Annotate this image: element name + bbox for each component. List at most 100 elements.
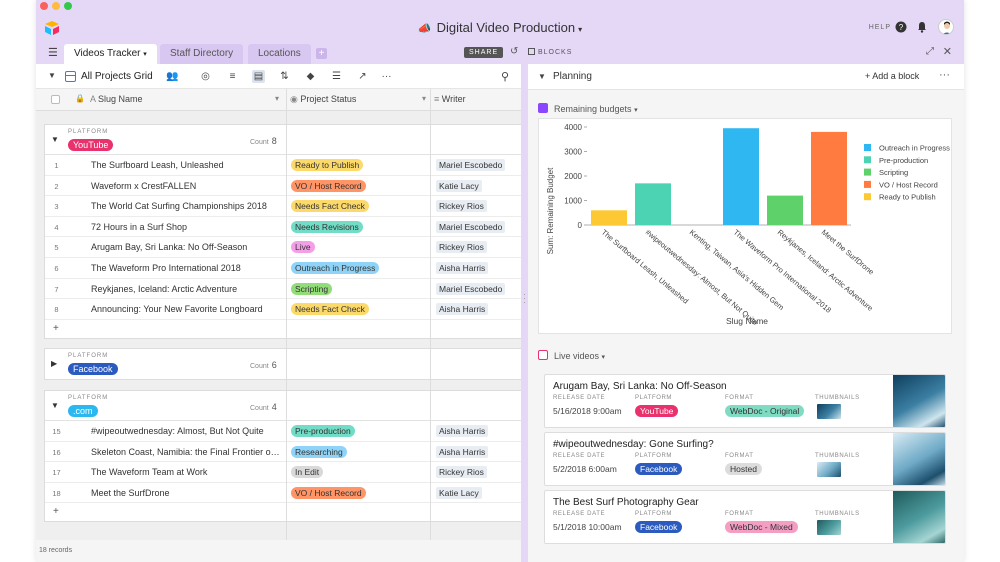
row-height-icon[interactable]: ☰ xyxy=(332,71,341,82)
table-row[interactable]: 3 The World Cat Surfing Championships 201… xyxy=(45,196,521,217)
status-pill[interactable]: Needs Fact Check xyxy=(291,303,369,316)
writer-chip[interactable]: Katie Lacy xyxy=(436,179,482,192)
table-row[interactable]: 15 #wipeoutwednesday: Almost, But Not Qui… xyxy=(45,421,521,442)
writer-chip[interactable]: Aisha Harris xyxy=(436,425,489,437)
user-avatar[interactable] xyxy=(938,19,954,35)
close-window-dot[interactable] xyxy=(40,2,48,10)
slug-cell[interactable]: Reykjanes, Iceland: Arctic Adventure xyxy=(91,283,238,294)
history-icon[interactable]: ↺ xyxy=(510,46,519,57)
group-header[interactable]: ▶ PLATFORM Facebook Count 6 xyxy=(45,349,521,379)
writer-chip[interactable]: Mariel Escobedo xyxy=(436,159,506,171)
expand-icon[interactable]: ⤢ xyxy=(926,46,934,57)
status-pill[interactable]: In Edit xyxy=(291,466,324,479)
slug-cell[interactable]: Skeleton Coast, Namibia: the Final Front… xyxy=(91,446,281,457)
tab-videos-tracker[interactable]: Videos Tracker ▾ xyxy=(64,44,157,64)
thumbnail-image[interactable] xyxy=(817,462,841,477)
slug-cell[interactable]: The Surfboard Leash, Unleashed xyxy=(91,160,224,170)
close-icon[interactable]: ✕ xyxy=(942,46,952,58)
table-row[interactable]: 6 The Waveform Pro International 2018 Outr… xyxy=(45,258,521,279)
help-icon[interactable]: ? xyxy=(895,21,907,33)
add-record-button[interactable]: + xyxy=(45,503,521,521)
slug-cell[interactable]: The Waveform Pro International 2018 xyxy=(91,262,241,273)
more-options-icon[interactable]: ··· xyxy=(939,69,950,81)
group-header[interactable]: ▼ PLATFORM .com Count 4 xyxy=(45,391,521,421)
table-row[interactable]: 8 Announcing: Your New Favorite Longboard… xyxy=(45,299,521,320)
table-row[interactable]: 2 Waveform x CrestFALLEN VO / Host Record K… xyxy=(45,176,521,197)
slug-cell[interactable]: The Waveform Team at Work xyxy=(91,467,208,478)
writer-chip[interactable]: Rickey Rios xyxy=(436,241,487,254)
collaborators-icon[interactable]: 👥 xyxy=(166,71,179,82)
slug-cell[interactable]: The World Cat Surfing Championships 2018 xyxy=(91,201,267,212)
collapse-icon[interactable]: ▼ xyxy=(51,401,59,410)
maximize-window-dot[interactable] xyxy=(64,2,72,10)
slug-cell[interactable]: Arugam Bay, Sri Lanka: No Off-Season xyxy=(91,242,248,253)
filter-icon[interactable]: ≡ xyxy=(229,71,236,82)
video-record-card[interactable]: The Best Surf Photography Gear RELEASE DA… xyxy=(544,490,946,544)
writer-chip[interactable]: Mariel Escobedo xyxy=(436,282,506,295)
tab-locations[interactable]: Locations xyxy=(248,44,311,64)
slug-cell[interactable]: #wipeoutwednesday: Almost, But Not Quite xyxy=(91,426,264,436)
more-options-icon[interactable]: ··· xyxy=(381,71,392,82)
status-pill[interactable]: Pre-production xyxy=(291,425,355,437)
add-table-button[interactable]: + xyxy=(316,48,327,59)
status-pill[interactable]: Needs Revisions xyxy=(291,220,363,233)
collapse-icon[interactable]: ▼ xyxy=(51,135,59,144)
share-button[interactable]: SHARE xyxy=(464,47,504,58)
writer-chip[interactable]: Aisha Harris xyxy=(436,303,489,316)
slug-cell[interactable]: Meet the SurfDrone xyxy=(91,487,170,498)
share-view-icon[interactable]: ↗ xyxy=(358,71,367,82)
add-block-button[interactable]: + Add a block xyxy=(865,71,919,81)
table-row[interactable]: 7 Reykjanes, Iceland: Arctic Adventure Scr… xyxy=(45,279,521,300)
thumbnail-image[interactable] xyxy=(817,520,841,535)
video-record-card[interactable]: #wipeoutwednesday: Gone Surfing? RELEASE … xyxy=(544,432,946,486)
writer-chip[interactable]: Rickey Rios xyxy=(436,466,487,479)
chevron-down-icon[interactable]: ▼ xyxy=(538,72,546,81)
writer-chip[interactable]: Rickey Rios xyxy=(436,200,487,213)
status-pill[interactable]: Live xyxy=(291,241,315,254)
column-header-writer[interactable]: ≡ Writer xyxy=(434,94,466,104)
slug-cell[interactable]: 72 Hours in a Surf Shop xyxy=(91,221,188,232)
chart-block-title[interactable]: Remaining budgets ▾ xyxy=(538,103,638,114)
status-pill[interactable]: Needs Fact Check xyxy=(291,200,369,213)
notifications-bell-icon[interactable] xyxy=(916,21,928,33)
blocks-toggle[interactable]: BLOCKS xyxy=(528,48,572,56)
menu-icon[interactable]: ☰ xyxy=(48,47,58,59)
expand-icon[interactable]: ▶ xyxy=(51,359,58,368)
status-pill[interactable]: VO / Host Record xyxy=(291,179,366,192)
airtable-logo-icon[interactable] xyxy=(44,20,60,36)
status-pill[interactable]: Researching xyxy=(291,445,347,458)
status-pill[interactable]: Outreach in Progress xyxy=(291,261,380,274)
writer-chip[interactable]: Aisha Harris xyxy=(436,445,489,458)
dashboard-title[interactable]: Planning xyxy=(553,71,592,82)
slug-cell[interactable]: Announcing: Your New Favorite Longboard xyxy=(91,304,263,315)
chevron-down-icon[interactable]: ▾ xyxy=(275,94,280,103)
group-header[interactable]: ▼ PLATFORM YouTube Count 8 xyxy=(45,125,521,155)
writer-chip[interactable]: Mariel Escobedo xyxy=(436,220,506,233)
writer-chip[interactable]: Katie Lacy xyxy=(436,486,482,499)
chevron-down-icon[interactable]: ▾ xyxy=(422,94,427,103)
hide-fields-icon[interactable]: ◎ xyxy=(201,71,210,82)
writer-chip[interactable]: Aisha Harris xyxy=(436,261,489,274)
minimize-window-dot[interactable] xyxy=(52,2,60,10)
table-row[interactable]: 4 72 Hours in a Surf Shop Needs Revisions M… xyxy=(45,217,521,238)
video-record-card[interactable]: Arugam Bay, Sri Lanka: No Off-Season RELE… xyxy=(544,374,946,428)
table-row[interactable]: 5 Arugam Bay, Sri Lanka: No Off-Season Liv… xyxy=(45,237,521,258)
help-link[interactable]: HELP xyxy=(868,24,891,31)
table-row[interactable]: 1 The Surfboard Leash, Unleashed Ready to … xyxy=(45,155,521,176)
status-pill[interactable]: VO / Host Record xyxy=(291,486,366,499)
sort-icon[interactable]: ⇅ xyxy=(280,71,289,82)
list-block-title[interactable]: Live videos ▾ xyxy=(538,350,605,361)
table-row[interactable]: 18 Meet the SurfDrone VO / Host Record Kati… xyxy=(45,483,521,504)
pane-resize-handle[interactable]: · · · xyxy=(521,64,528,562)
status-pill[interactable]: Ready to Publish xyxy=(291,159,364,171)
view-name[interactable]: All Projects Grid xyxy=(81,71,153,82)
column-header-slug[interactable]: A Slug Name xyxy=(90,94,143,104)
select-all-checkbox[interactable] xyxy=(51,95,60,104)
slug-cell[interactable]: Waveform x CrestFALLEN xyxy=(91,180,197,191)
group-icon[interactable]: ▤ xyxy=(252,70,265,83)
add-record-button[interactable]: + xyxy=(45,320,521,338)
base-title[interactable]: 📣 Digital Video Production ▾ xyxy=(36,20,964,35)
tab-staff-directory[interactable]: Staff Directory xyxy=(160,44,244,64)
color-icon[interactable]: ◆ xyxy=(306,71,315,82)
table-row[interactable]: 17 The Waveform Team at Work In Edit Rickey… xyxy=(45,462,521,483)
